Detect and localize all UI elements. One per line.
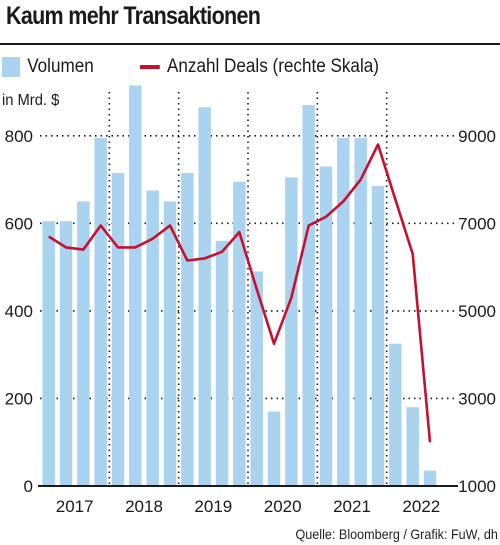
y2-tick-label-1: 3000 <box>458 389 496 408</box>
y-axis-unit-label: in Mrd. $ <box>2 92 60 109</box>
bar-5 <box>129 85 142 486</box>
y-tick-label-0: 0 <box>24 477 33 496</box>
legend-volume-label: Volumen <box>27 56 94 77</box>
bar-17 <box>337 137 350 486</box>
bar-21 <box>406 407 419 486</box>
bar-10 <box>215 240 229 486</box>
legend-deals: Anzahl Deals (rechte Skala) <box>140 56 379 78</box>
y-tick-label-1: 200 <box>5 389 33 408</box>
y2-tick-label-2: 5000 <box>458 302 496 321</box>
legend-deals-label: Anzahl Deals (rechte Skala) <box>167 56 379 77</box>
x-year-label-0: 2017 <box>56 497 94 516</box>
bar-11 <box>233 181 246 486</box>
bar-1 <box>59 221 73 486</box>
line-deals <box>48 143 432 443</box>
bar-13 <box>267 411 281 486</box>
bar-4 <box>111 172 125 486</box>
title-rule <box>0 43 500 45</box>
bar-15 <box>302 105 315 486</box>
y-tick-label-3: 600 <box>5 214 33 233</box>
legend-volume: Volumen <box>2 56 94 78</box>
bar-16 <box>319 166 333 486</box>
x-year-label-5: 2022 <box>402 497 440 516</box>
bar-14 <box>285 177 298 486</box>
legend-deals-swatch <box>140 65 160 69</box>
bar-18 <box>354 137 367 486</box>
x-year-label-1: 2018 <box>125 497 163 516</box>
y2-tick-label-0: 1000 <box>458 477 496 496</box>
x-year-label-3: 2020 <box>264 497 302 516</box>
bar-7 <box>163 201 177 486</box>
bar-8 <box>181 172 194 486</box>
y2-tick-label-3: 7000 <box>458 214 496 233</box>
bar-20 <box>389 343 402 486</box>
bar-2 <box>77 201 90 486</box>
x-year-label-2: 2019 <box>194 497 232 516</box>
x-year-label-4: 2021 <box>333 497 371 516</box>
chart-title: Kaum mehr Transaktionen <box>6 2 261 30</box>
bar-19 <box>371 186 385 486</box>
bar-12 <box>250 271 263 486</box>
bar-9 <box>198 107 211 487</box>
y2-tick-label-4: 9000 <box>458 127 496 146</box>
legend-volume-swatch <box>2 57 20 77</box>
bar-0 <box>42 221 55 486</box>
bar-22 <box>423 470 437 486</box>
y-tick-label-4: 800 <box>5 127 33 146</box>
y-tick-label-2: 400 <box>5 302 33 321</box>
source-note: Quelle: Bloomberg / Grafik: FuW, dh <box>295 526 498 542</box>
bar-3 <box>94 137 107 486</box>
bar-6 <box>146 190 159 486</box>
